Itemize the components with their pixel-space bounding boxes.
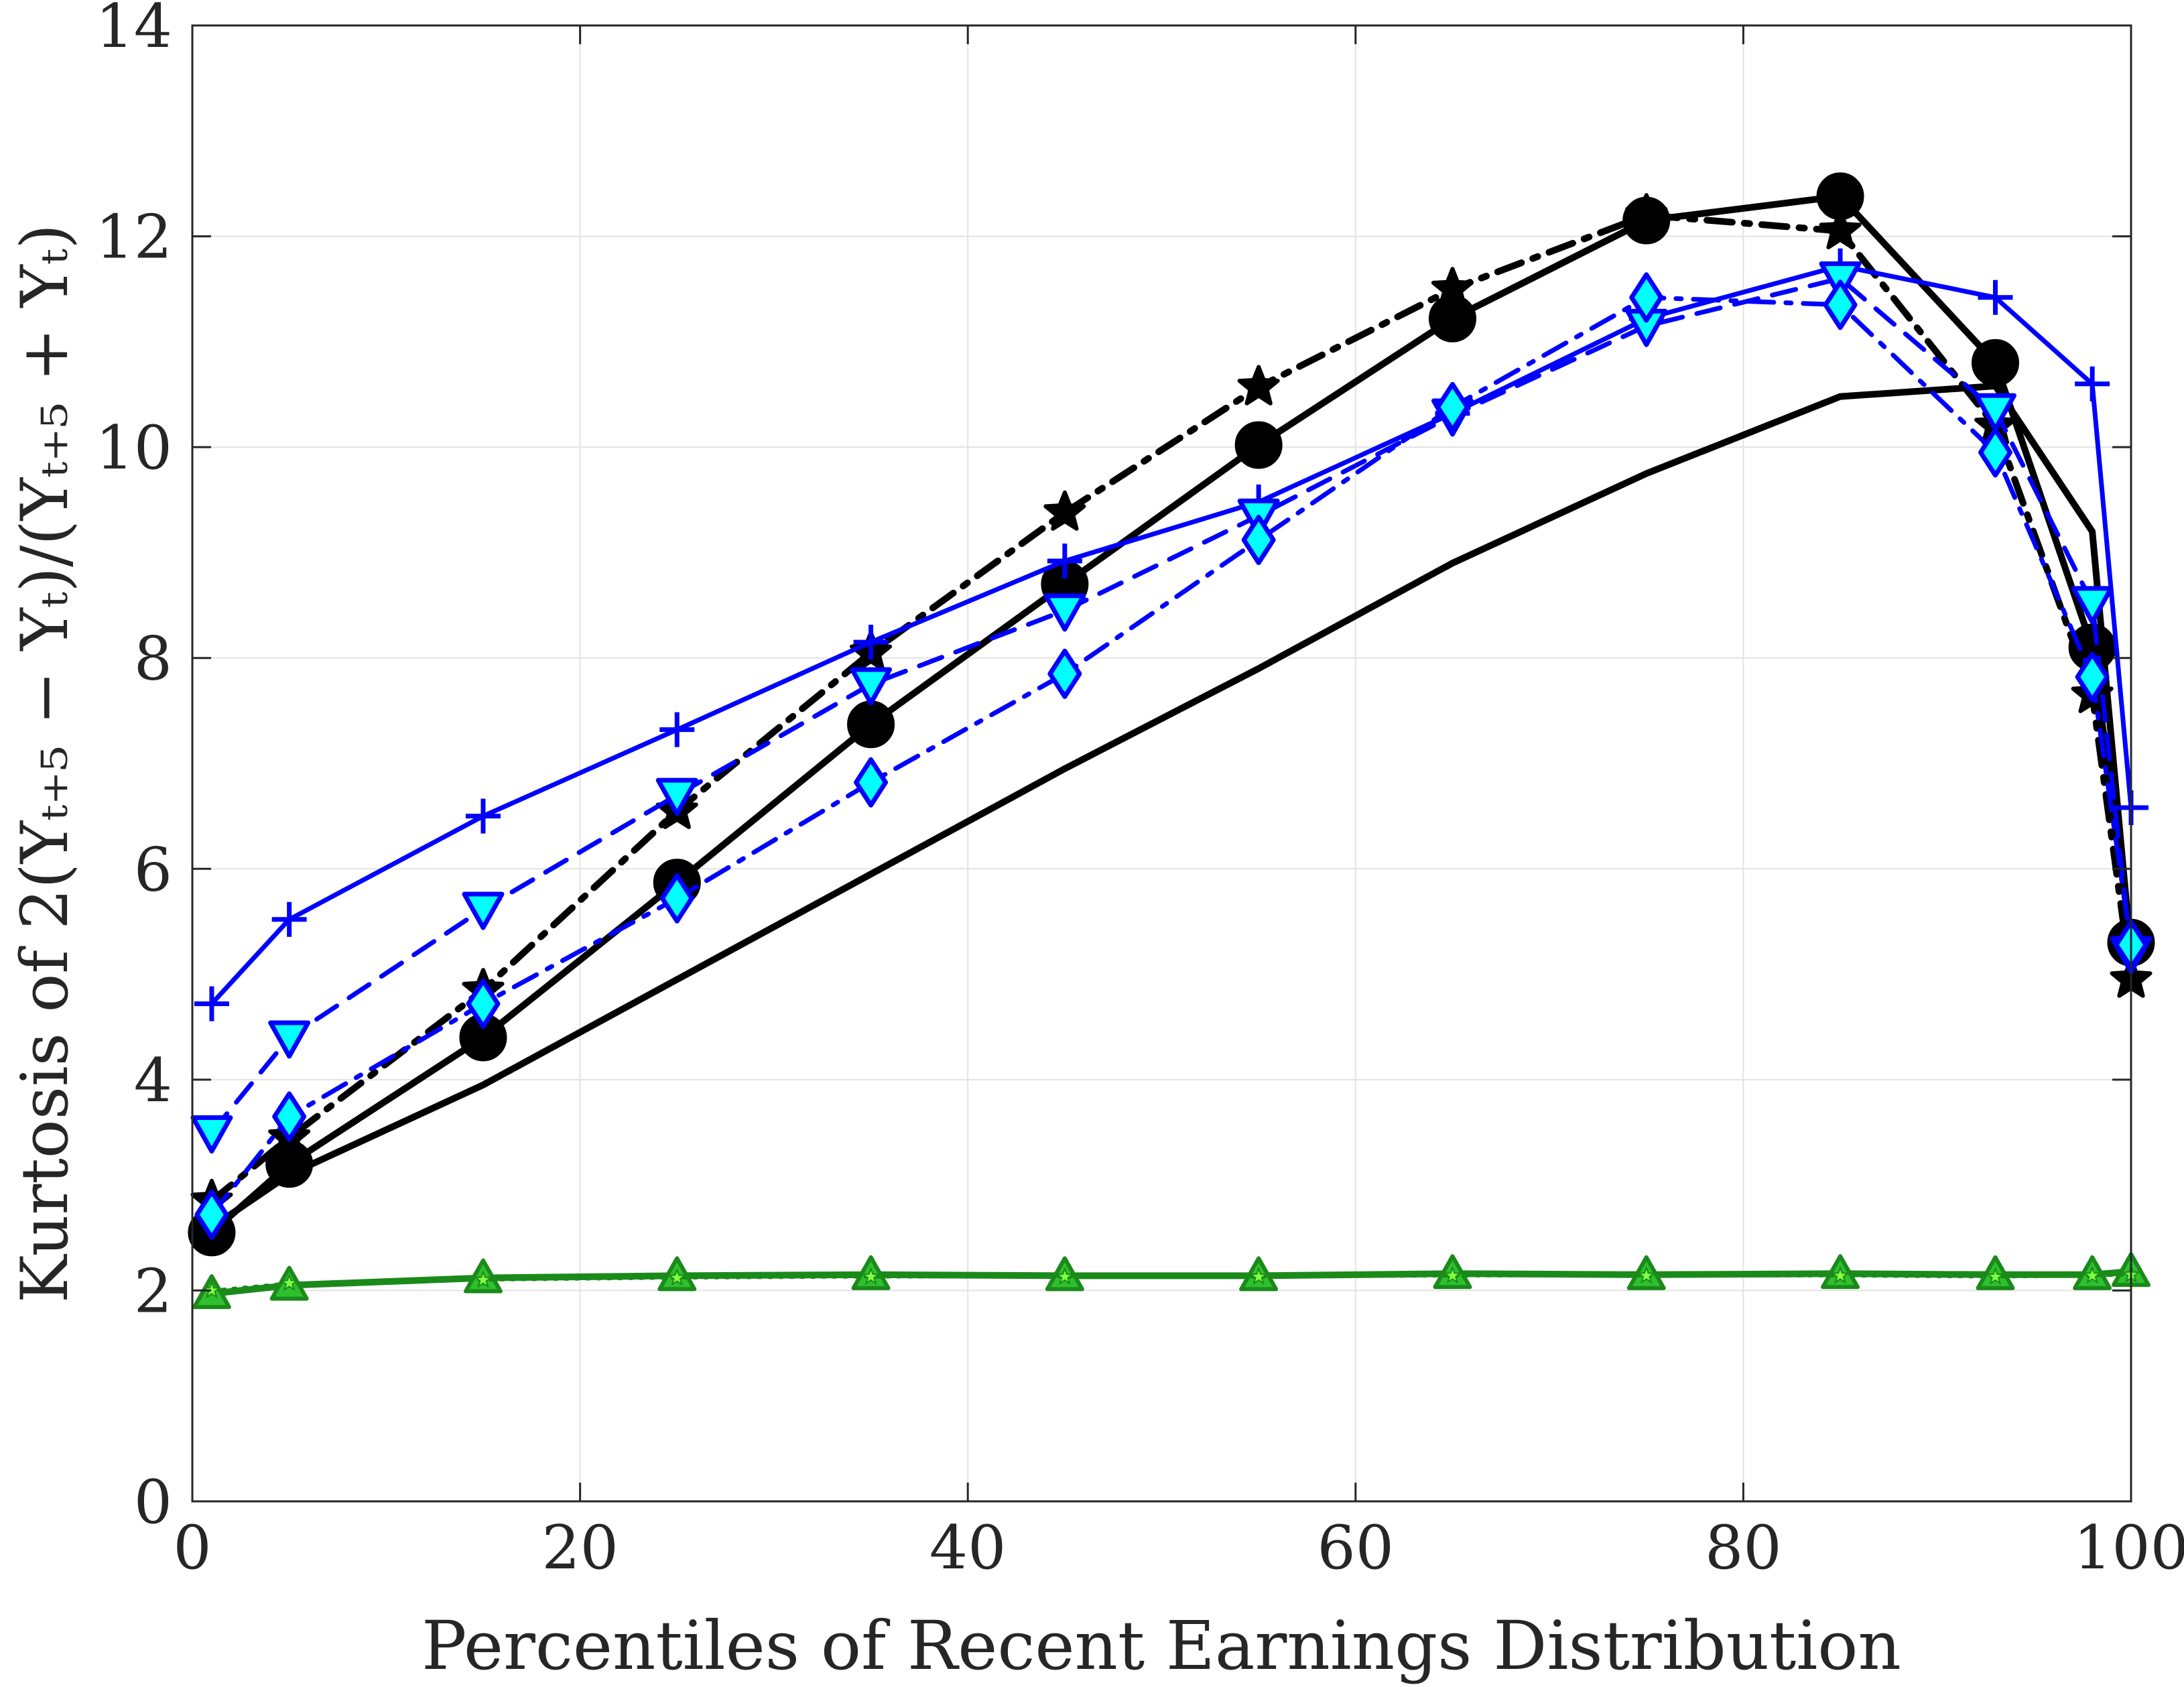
data-point-blue-dashed-triangle-down [655, 777, 698, 816]
data-point-black-solid-circle [1971, 338, 2019, 387]
plot-area-frame [191, 24, 2132, 1503]
tick-marks [191, 24, 2132, 1503]
y-tick-label: 12 [95, 202, 172, 273]
data-point-black-dashdot-star [1431, 267, 1474, 308]
data-point-blue-solid-plus [1978, 279, 2013, 315]
data-point-black-dashdot-star [1043, 490, 1086, 531]
y-tick-label: 0 [134, 1467, 172, 1538]
x-tick-label: 20 [541, 1513, 619, 1583]
y-axis-label: Kurtosis of 2(Yₜ₊₅ − Yₜ)/(Yₜ₊₅ + Yₜ) [7, 224, 82, 1303]
data-point-blue-dashdot-diamond [659, 873, 694, 924]
data-point-blue-dashed-triangle-down [1043, 593, 1086, 632]
data-point-black-solid-circle [1428, 294, 1476, 342]
x-tick-label: 100 [2073, 1513, 2184, 1583]
x-axis-label: Percentiles of Recent Earnings Distribut… [422, 1607, 1901, 1685]
data-point-green-dotted-star [1248, 1267, 1269, 1286]
data-point-black-dashdot-star [1819, 208, 1862, 249]
data-point-green-dotted-star [1636, 1265, 1656, 1284]
data-point-blue-solid-plus [2075, 366, 2110, 401]
data-point-blue-solid-plus [465, 798, 501, 834]
data-point-blue-dashed-triangle-down [850, 667, 893, 706]
data-point-blue-solid-plus [194, 986, 229, 1021]
data-point-green-dotted-star [861, 1267, 881, 1286]
data-point-blue-dashdot-diamond [1629, 272, 1664, 323]
data-point-blue-dashed-triangle-down [190, 1115, 233, 1153]
x-tick-label: 40 [929, 1513, 1007, 1583]
data-point-green-dotted-star [279, 1273, 299, 1292]
data-point-blue-dashdot-diamond [1435, 381, 1470, 432]
x-tick-label: 0 [173, 1513, 211, 1583]
data-point-blue-dashed-triangle-down [268, 1020, 311, 1059]
data-point-green-dotted-star [1986, 1267, 2005, 1286]
y-tick-label: 8 [134, 624, 172, 694]
data-point-blue-solid-plus [1047, 544, 1082, 579]
y-tick-label: 6 [134, 834, 172, 905]
y-tick-label: 14 [95, 0, 172, 62]
data-point-blue-solid-plus [853, 625, 889, 660]
data-point-blue-solid-plus [271, 901, 307, 937]
x-tick-labels: 0 20 40 60 80 100 [173, 1513, 2184, 1583]
data-point-green-dotted-star [1830, 1265, 1850, 1284]
data-point-blue-dashdot-diamond [854, 757, 889, 808]
data-point-green-dotted-star [1443, 1265, 1462, 1284]
data-point-blue-dashdot-diamond [1241, 515, 1276, 566]
y-tick-label: 2 [134, 1256, 172, 1326]
data-point-green-dotted-star [667, 1267, 687, 1286]
x-tick-label: 80 [1705, 1513, 1782, 1583]
data-point-green-dotted-star [1055, 1267, 1075, 1286]
data-point-blue-dashdot-diamond [466, 979, 501, 1029]
data-point-blue-dashdot-diamond [2075, 651, 2110, 702]
series-layer [188, 172, 2155, 1310]
data-point-black-solid-circle [1234, 421, 1283, 469]
y-tick-label: 10 [95, 413, 172, 483]
data-point-blue-dashdot-diamond [272, 1091, 307, 1142]
y-tick-labels: 0 2 4 6 8 10 12 14 [95, 0, 172, 1538]
data-point-blue-dashdot-diamond [194, 1189, 229, 1240]
x-tick-label: 60 [1318, 1513, 1395, 1583]
data-point-green-dotted-star [202, 1280, 222, 1299]
data-point-blue-dashed-triangle-down [1974, 393, 2016, 432]
series-green-dotted-star [202, 1264, 2141, 1299]
data-point-blue-dashdot-diamond [1047, 648, 1082, 699]
data-point-black-dashdot-star [1237, 365, 1280, 405]
data-point-black-solid-circle [847, 700, 895, 749]
y-tick-label: 4 [134, 1046, 172, 1116]
data-point-blue-dashed-triangle-down [2071, 586, 2114, 625]
data-point-black-dashdot-star [1625, 193, 1668, 234]
data-point-blue-dashdot-diamond [1823, 279, 1858, 330]
data-point-blue-dashed-triangle-down [462, 891, 505, 930]
data-point-green-dotted-star [2082, 1265, 2102, 1284]
data-point-blue-dashdot-diamond [1978, 427, 2012, 478]
data-point-blue-solid-plus [659, 712, 695, 747]
data-point-green-dotted-star [473, 1269, 493, 1288]
